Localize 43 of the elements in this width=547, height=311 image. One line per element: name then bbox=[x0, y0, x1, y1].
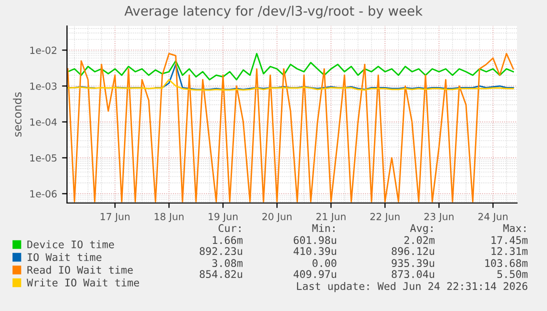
x-tick-label: 19 Jun bbox=[208, 212, 238, 222]
text: 12.31m bbox=[492, 247, 528, 256]
text: 873.04u bbox=[392, 270, 434, 278]
text: Min: bbox=[312, 224, 334, 232]
text: Avg: bbox=[410, 224, 432, 234]
text: 896.12u bbox=[392, 247, 434, 256]
text: 935.39u bbox=[392, 259, 434, 268]
line-series bbox=[67, 78, 514, 91]
text: Cur: bbox=[218, 224, 240, 232]
chart-title: Average latency for /dev/l3-vg/root - by week bbox=[124, 6, 423, 18]
y-tick-label: 1e-06 bbox=[30, 190, 57, 198]
legend-label: Write IO Wait time bbox=[26, 278, 140, 287]
legend-label: Read IO Wait time bbox=[27, 266, 133, 274]
legend-label: IO Wait time bbox=[28, 253, 102, 262]
text: 5.50m bbox=[497, 270, 528, 278]
y-tick-label: 1e-05 bbox=[30, 154, 56, 162]
text: 17.45m bbox=[492, 236, 528, 244]
text: 3.08m bbox=[212, 259, 243, 268]
text: 854.82u bbox=[200, 270, 242, 278]
x-tick-label: 23 Jun bbox=[424, 212, 454, 222]
y-tick-label: 1e-02 bbox=[30, 46, 56, 54]
x-tick-label: 22 Jun bbox=[370, 212, 400, 222]
x-tick-label: 21 Jun bbox=[316, 212, 346, 222]
text: 409.97u bbox=[294, 270, 336, 278]
line-series bbox=[67, 52, 514, 80]
text: 1.66m bbox=[212, 236, 243, 244]
x-tick-label: 17 Jun bbox=[100, 213, 130, 222]
y-tick-label: 1e-04 bbox=[30, 118, 57, 126]
text: 103.68m bbox=[485, 259, 528, 268]
text: 892.23u bbox=[200, 247, 242, 256]
text: 601.98u bbox=[294, 236, 336, 244]
x-tick-label: 20 Jun bbox=[262, 212, 292, 222]
text: 410.39u bbox=[294, 247, 336, 256]
y-axis-title: seconds bbox=[12, 92, 22, 137]
x-tick-label: 18 Jun bbox=[154, 212, 184, 222]
y-tick-label: 1e-03 bbox=[30, 82, 56, 90]
x-tick-label: 24 Jun bbox=[478, 212, 508, 222]
line-series bbox=[67, 52, 514, 202]
text: Last update: Wed Jun 24 22:31:14 2026 bbox=[297, 282, 528, 292]
text: 2.02m bbox=[404, 236, 435, 244]
text: 0.00 bbox=[312, 259, 336, 268]
legend-label: Device IO time bbox=[27, 240, 114, 248]
text: Max: bbox=[503, 224, 526, 232]
